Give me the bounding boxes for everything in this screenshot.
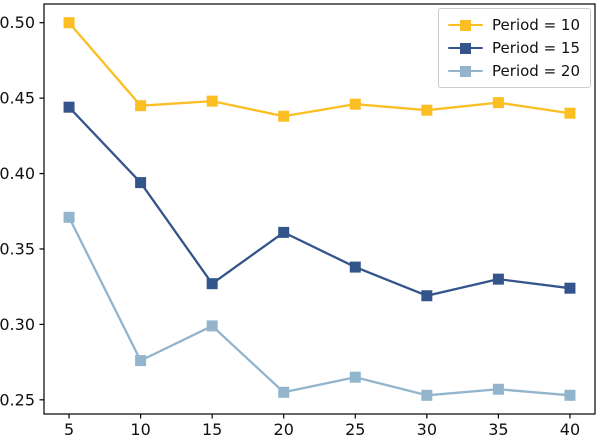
legend-item-period-20: Period = 20 xyxy=(448,62,580,80)
data-point-marker xyxy=(135,100,147,112)
data-point-marker xyxy=(349,371,361,383)
data-point-marker xyxy=(421,290,433,302)
data-point-marker xyxy=(421,104,433,116)
legend-label: Period = 20 xyxy=(492,62,580,80)
plot-border xyxy=(43,3,596,415)
y-axis-tick-label: 0.45 xyxy=(0,89,35,108)
x-axis-tick-label: 25 xyxy=(345,420,365,438)
data-point-marker xyxy=(564,107,576,119)
legend-square-marker xyxy=(460,65,472,77)
data-point-marker xyxy=(349,261,361,273)
data-point-marker xyxy=(421,389,433,401)
data-point-marker xyxy=(349,98,361,110)
legend-square-marker xyxy=(460,42,472,54)
data-point-marker xyxy=(135,355,147,367)
data-point-marker xyxy=(206,320,218,332)
y-axis-tick-label: 0.35 xyxy=(0,239,35,258)
data-point-marker xyxy=(564,282,576,294)
legend-square-marker xyxy=(460,19,472,31)
series-line xyxy=(68,21,571,118)
x-axis-tick-label: 15 xyxy=(202,420,222,438)
data-point-marker xyxy=(278,226,290,238)
legend-item-period-15: Period = 15 xyxy=(448,39,580,57)
data-point-marker xyxy=(206,278,218,290)
legend-line-marker-swatch xyxy=(448,19,484,32)
data-point-marker xyxy=(492,273,504,285)
y-axis-tick-label: 0.30 xyxy=(0,315,35,334)
legend-line-marker-swatch xyxy=(448,65,484,78)
legend-label: Period = 10 xyxy=(492,16,580,34)
x-axis-tick-label: 5 xyxy=(64,420,74,438)
legend-line-marker-swatch xyxy=(448,42,484,55)
x-axis-tick-label: 30 xyxy=(417,420,437,438)
legend: Period = 10 Period = 15 Period = 20 xyxy=(438,8,591,88)
y-axis-tick-label: 0.40 xyxy=(0,164,35,183)
data-point-marker xyxy=(135,177,147,189)
data-point-marker xyxy=(278,386,290,398)
data-point-marker xyxy=(564,389,576,401)
data-point-marker xyxy=(63,17,75,29)
data-point-marker xyxy=(63,101,75,113)
x-axis-tick-label: 20 xyxy=(274,420,294,438)
data-point-marker xyxy=(278,110,290,122)
series-line xyxy=(68,106,571,297)
x-axis-tick-label: 10 xyxy=(130,420,150,438)
y-axis-tick-label: 0.50 xyxy=(0,13,35,32)
data-point-marker xyxy=(206,95,218,107)
data-point-marker xyxy=(63,211,75,223)
series-line xyxy=(68,216,571,397)
data-point-marker xyxy=(492,97,504,109)
legend-label: Period = 15 xyxy=(492,39,580,57)
data-point-marker xyxy=(492,383,504,395)
legend-item-period-10: Period = 10 xyxy=(448,16,580,34)
x-axis-tick-label: 40 xyxy=(560,420,580,438)
x-axis-tick-label: 35 xyxy=(488,420,508,438)
y-axis-tick-label: 0.25 xyxy=(0,390,35,409)
